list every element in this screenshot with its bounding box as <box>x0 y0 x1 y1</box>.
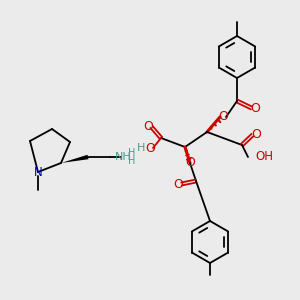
Text: N: N <box>34 166 42 178</box>
Text: H: H <box>128 148 136 158</box>
Text: OH: OH <box>255 151 273 164</box>
Text: H: H <box>137 143 145 153</box>
Text: H: H <box>128 156 136 166</box>
Text: O: O <box>250 101 260 115</box>
Text: O: O <box>173 178 183 190</box>
Text: O: O <box>145 142 155 154</box>
Text: NH: NH <box>115 152 131 162</box>
Text: O: O <box>251 128 261 142</box>
Polygon shape <box>61 155 88 163</box>
Text: O: O <box>143 121 153 134</box>
Text: O: O <box>185 157 195 169</box>
Text: O: O <box>218 110 228 124</box>
